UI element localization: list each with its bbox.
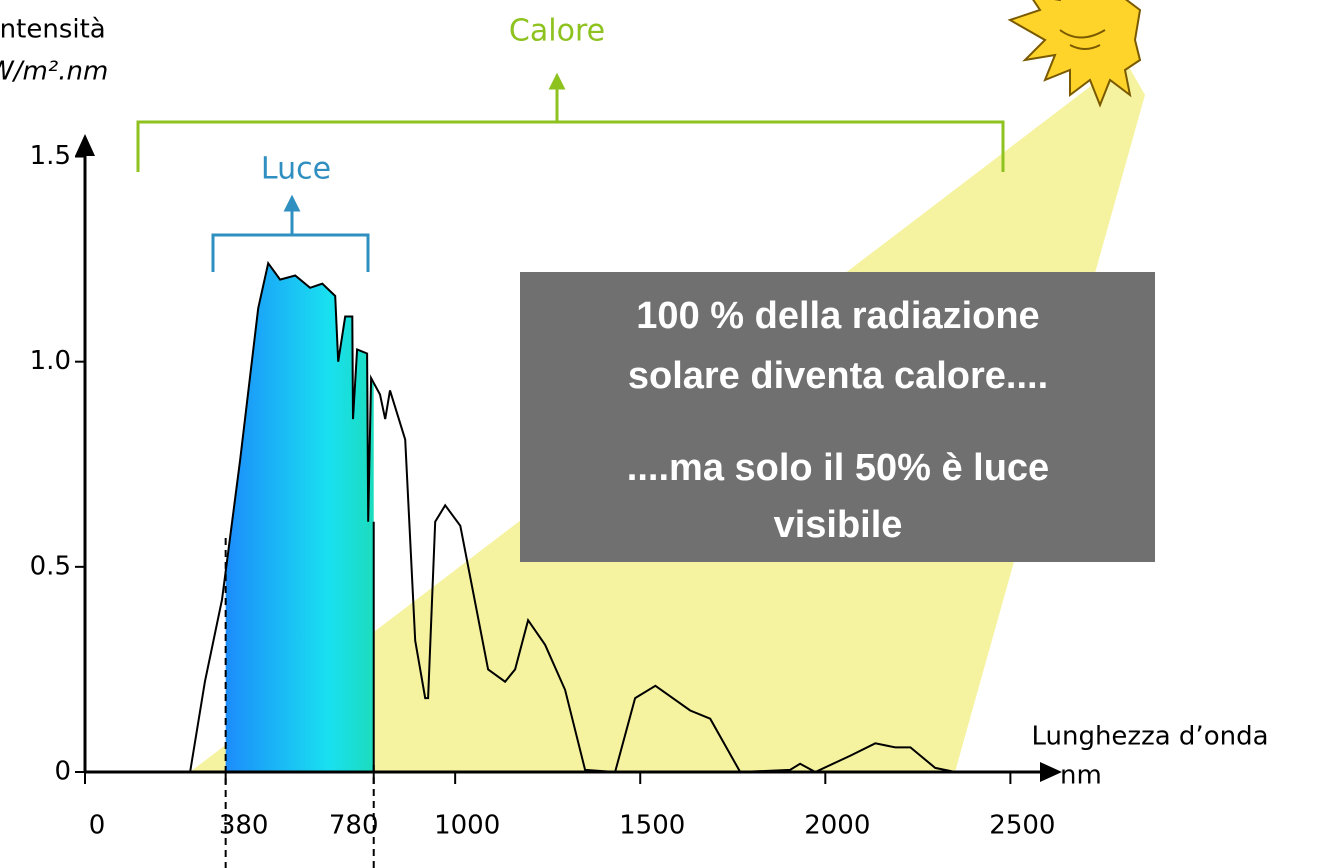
annotation-text: solare diventa calore....: [628, 355, 1048, 397]
annotation-text: 100 % della radiazione: [636, 295, 1039, 337]
x-axis-unit: nm: [1060, 761, 1102, 791]
heat-bracket: [136, 72, 1005, 172]
annotation-text: visibile: [774, 504, 903, 546]
y-tick-label: 1.5: [30, 141, 71, 171]
y-axis-title: Intensità: [0, 15, 106, 45]
y-tick-label: 1.0: [30, 346, 71, 376]
annotation-text: ....ma solo il 50% è luce: [627, 447, 1049, 489]
x-tick-label: 1500: [619, 811, 685, 841]
heat-label: Calore: [509, 14, 605, 49]
light-bracket: [211, 194, 370, 272]
x-tick-label: 2500: [989, 811, 1055, 841]
x-axis-title: Lunghezza d’onda: [1031, 722, 1268, 752]
x-tick-label: 2000: [804, 811, 870, 841]
annotation-box: [520, 272, 1155, 562]
spectrum-fill: [225, 263, 374, 772]
sun: [1007, 0, 1142, 108]
x-tick-label: 1000: [434, 811, 500, 841]
x-tick-label: 380: [219, 811, 269, 841]
x-axis-arrow: [1040, 762, 1062, 782]
y-tick-label: 0: [54, 757, 71, 787]
x-tick-label: 0: [89, 811, 106, 841]
y-axis-unit: W/m².nm: [0, 57, 108, 87]
y-axis-arrow: [75, 134, 95, 156]
light-label: Luce: [261, 152, 331, 187]
y-tick-label: 0.5: [30, 551, 71, 581]
x-tick-label: 780: [329, 811, 379, 841]
